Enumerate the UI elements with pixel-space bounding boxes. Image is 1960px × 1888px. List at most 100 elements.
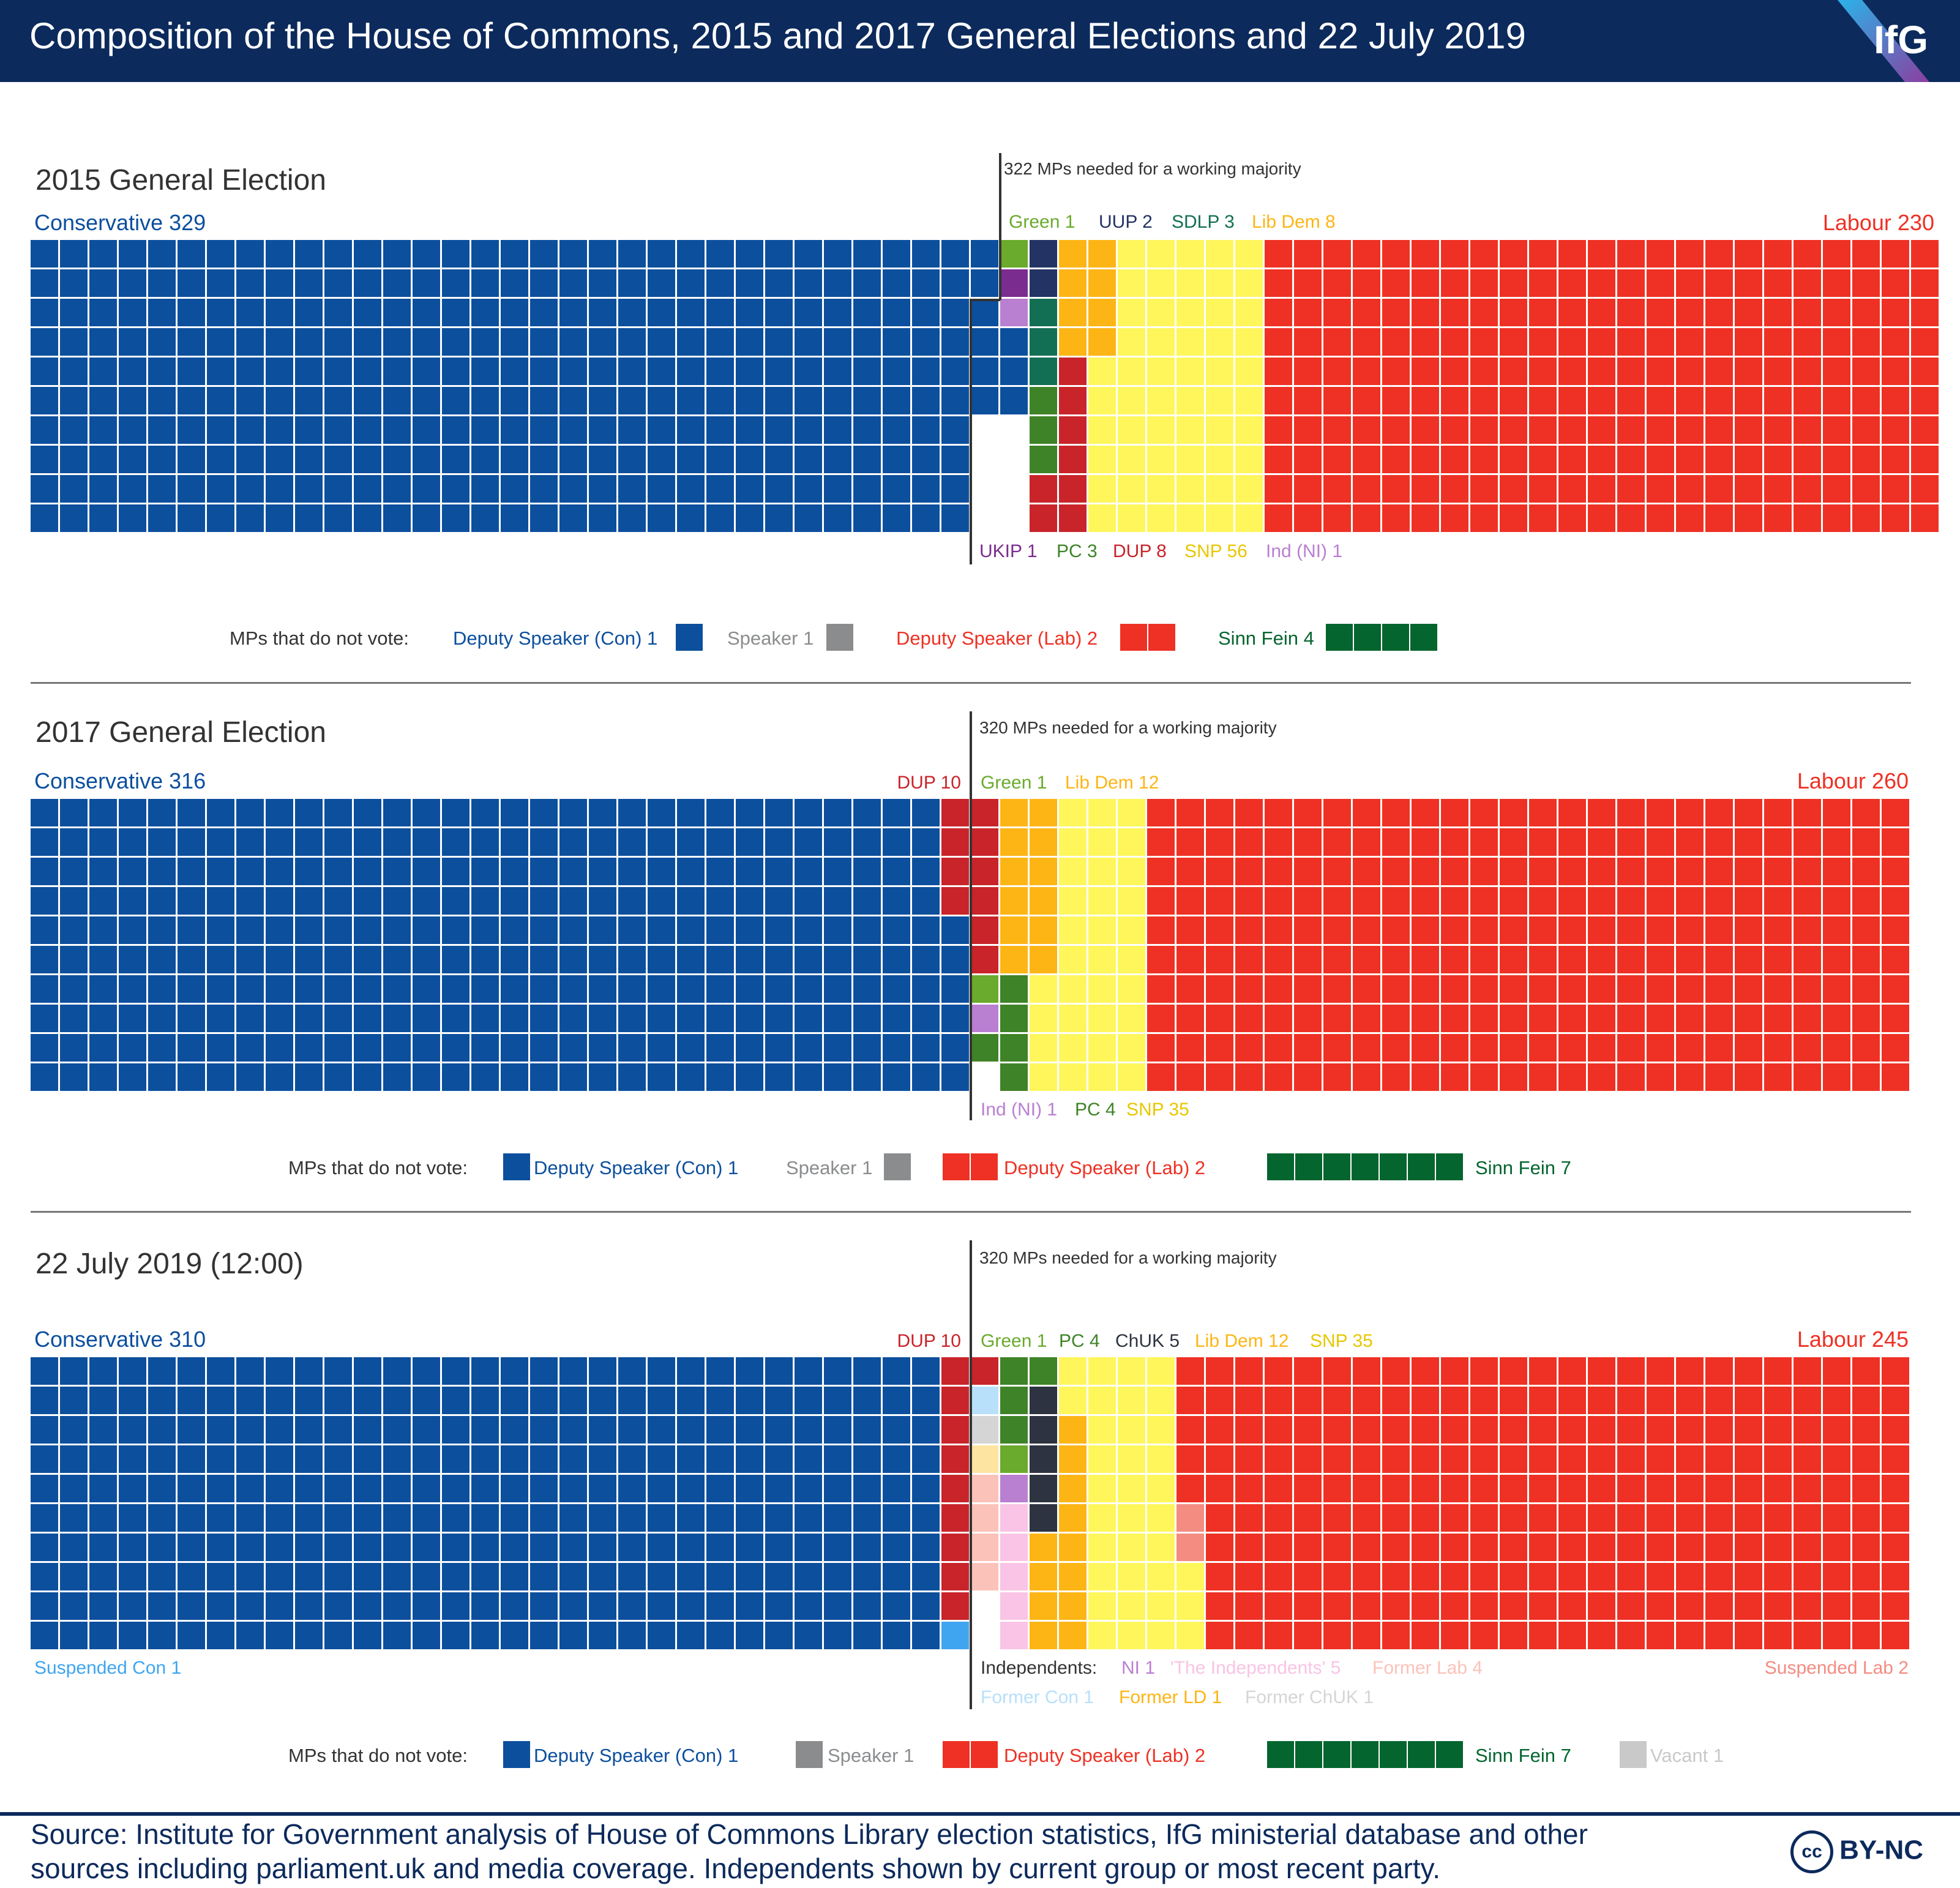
seat-labour [1265,1063,1292,1091]
seat-conservative [324,1534,352,1561]
seat-conservative [471,475,499,503]
seat-conservative [324,1034,352,1062]
legend-suspended-con: Suspended Con 1 [34,1658,181,1678]
seat-snp [1118,328,1145,356]
seat-snp [1088,1357,1116,1385]
seat-labour [1705,1622,1733,1649]
seat-snp [1206,328,1233,356]
seat-conservative [119,269,146,297]
seat-labour [1676,1622,1704,1649]
non-voting-square [796,1741,823,1768]
seat-labour [1558,446,1586,473]
seat-labour [1676,269,1704,297]
seat-conservative [677,387,705,414]
seat-labour [1412,1063,1439,1091]
seat-conservative [618,1416,646,1444]
seat-conservative [266,446,293,473]
seat-conservative [324,887,352,915]
seat-labour [1588,1475,1615,1502]
seat-labour [1470,1387,1498,1414]
seat-conservative [413,1034,440,1062]
seat-labour [1588,1063,1615,1091]
seat-labour [1294,475,1322,503]
seat-conservative [559,240,587,268]
seat-labour [1441,1357,1468,1385]
seat-labour [1676,828,1704,856]
seat-lib-dem [1030,1592,1057,1620]
seat-labour [1852,1563,1880,1590]
seat-conservative [148,828,176,856]
non-voting-square [1410,624,1437,651]
seat-conservative [853,799,881,826]
seat-labour [1176,1445,1204,1473]
seat-conservative [471,446,499,473]
seat-conservative [559,1357,587,1385]
seat-dup [941,799,969,826]
seat-conservative [883,1534,910,1561]
seat-conservative [706,416,734,444]
seat-conservative [824,1357,851,1385]
seat-snp [1030,1034,1057,1062]
seat-conservative [295,504,323,532]
non-voting-square [1326,624,1353,651]
seat-suspended-con [941,1622,969,1649]
seat-snp [1147,240,1175,268]
seat-labour [1294,1534,1322,1561]
seat-labour [1500,299,1527,326]
seat-labour [1588,975,1615,1003]
seat-conservative [824,887,851,915]
seat-conservative [706,475,734,503]
seat-labour [1558,269,1586,297]
seat-conservative [60,1445,88,1473]
seat-conservative [236,799,264,826]
seat-snp [1118,358,1145,385]
seat-labour [1823,358,1850,385]
seat-snp [1118,1475,1145,1502]
seat-conservative [677,416,705,444]
seat-conservative [853,328,881,356]
seat-labour [1882,504,1909,532]
seat-labour [1735,1475,1762,1502]
seat-labour [1470,1563,1498,1590]
seat-labour [1470,269,1498,297]
seat-conservative [883,446,910,473]
seat-conservative [178,446,205,473]
seat-labour [1529,446,1557,473]
seat-labour [1500,1387,1527,1414]
seat-conservative [501,1034,528,1062]
section-divider [31,682,1911,684]
seat-conservative [853,475,881,503]
non-voting-square [971,1741,998,1768]
seat-conservative [413,858,440,885]
source-line-2: sources including parliament.uk and medi… [31,1852,1440,1884]
seat-labour [1412,475,1439,503]
seat-labour [1441,1445,1468,1473]
seat-conservative [824,1504,851,1532]
seat-conservative [883,1563,910,1590]
seat-conservative [795,446,822,473]
seat-conservative [883,1034,910,1062]
seat-labour [1647,975,1674,1003]
seat-conservative [795,858,822,885]
seat-labour [1617,887,1645,915]
seat-labour [1382,504,1410,532]
seat-conservative [354,1357,381,1385]
seat-labour [1294,975,1322,1003]
seat-labour [1764,1622,1792,1649]
seat-conservative [354,1416,381,1444]
seat-labour [1911,328,1939,356]
seat-labour [1235,1504,1263,1532]
seat-lib-dem [1088,299,1116,326]
seat-conservative [559,1387,587,1414]
seat-conservative [618,1445,646,1473]
seat-labour [1441,887,1468,915]
seat-conservative [471,358,499,385]
seat-conservative [706,1063,734,1091]
seat-labour [1764,1063,1792,1091]
seat-conservative [442,299,469,326]
seat-conservative [559,1005,587,1032]
seat-conservative [853,1534,881,1561]
seat-labour [1323,1622,1351,1649]
seat-snp [1206,416,1233,444]
seat-conservative [530,504,558,532]
